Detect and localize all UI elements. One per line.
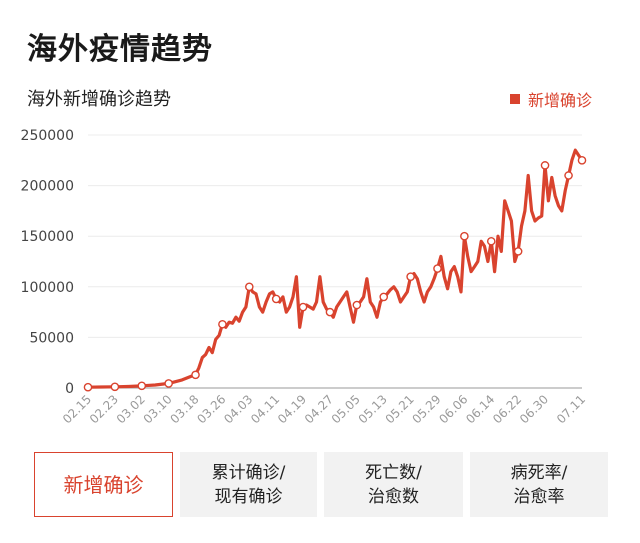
x-tick-label: 03.02 [114,392,148,426]
y-tick-label: 200000 [21,179,74,195]
x-tick-label: 06.22 [490,392,524,426]
data-point-marker[interactable] [271,294,281,304]
chart-title: 海外新增确诊趋势 [27,89,171,110]
y-axis-ticks: 250000 200000 150000 100000 50000 0 [21,128,74,397]
series-line-new-confirmed [86,148,584,389]
x-tick-label: 07.11 [554,392,588,426]
grid-lines [88,134,582,389]
x-tick-label: 06.30 [517,392,551,426]
data-point-marker[interactable] [298,302,308,312]
tab-new-confirmed[interactable]: 新增确诊 [34,452,173,517]
data-point-marker[interactable] [352,300,362,310]
data-point-marker[interactable] [564,171,573,180]
y-tick-label: 0 [65,381,74,397]
y-tick-label: 100000 [21,280,74,296]
chart-legend[interactable]: 新增确诊 [509,87,592,111]
x-tick-label: 05.29 [409,392,443,426]
x-tick-label: 04.27 [302,392,336,426]
data-point-marker[interactable] [245,282,254,292]
legend-label: 新增确诊 [527,91,592,110]
data-point-marker[interactable] [83,382,93,392]
legend-swatch [509,94,520,104]
x-axis-ticks: 02.1502.2303.0203.1003.1803.2604.0304.11… [60,392,588,426]
data-point-marker[interactable] [191,370,200,380]
data-point-marker[interactable] [137,381,147,391]
data-point-marker[interactable] [433,264,442,273]
data-point-marker[interactable] [379,292,389,302]
data-point-marker[interactable] [486,236,496,246]
data-point-marker[interactable] [218,319,227,329]
data-point-marker[interactable] [110,382,120,392]
x-tick-label: 02.15 [60,392,94,426]
x-tick-label: 03.10 [141,392,175,426]
x-tick-label: 06.06 [436,392,470,426]
x-tick-label: 05.13 [356,392,390,426]
data-point-marker[interactable] [513,247,523,256]
series-markers [83,156,587,392]
y-tick-label: 150000 [21,229,74,245]
x-tick-label: 03.18 [167,392,201,426]
x-tick-label: 02.23 [87,392,121,426]
data-point-marker[interactable] [325,307,335,317]
data-point-marker[interactable] [406,272,415,281]
x-tick-label: 03.26 [194,392,228,426]
y-tick-label: 50000 [29,330,74,346]
x-tick-label: 05.05 [329,392,363,426]
y-tick-label: 250000 [21,128,74,144]
tab-deaths-recoveries[interactable]: 死亡数/ 治愈数 [324,452,463,517]
series-line [86,148,584,389]
line-chart: 250000 200000 150000 100000 50000 0 02.1502.2… [21,128,589,426]
x-tick-label: 05.21 [383,392,417,426]
x-tick-label: 04.03 [221,392,255,426]
data-point-marker[interactable] [577,156,587,165]
metric-tabs: 新增确诊 累计确诊/ 现有确诊 死亡数/ 治愈数 病死率/ 治愈率 [34,452,608,517]
data-point-marker[interactable] [460,231,469,241]
tab-fatality-recovery-rate[interactable]: 病死率/ 治愈率 [470,452,608,517]
x-tick-label: 06.14 [463,392,497,426]
data-point-marker[interactable] [164,379,173,388]
tab-cumulative-current-confirmed[interactable]: 累计确诊/ 现有确诊 [180,452,317,517]
page-title: 海外疫情趋势 [27,32,213,67]
x-tick-label: 04.19 [275,392,309,426]
x-tick-label: 04.11 [248,392,282,426]
data-point-marker[interactable] [540,161,550,170]
